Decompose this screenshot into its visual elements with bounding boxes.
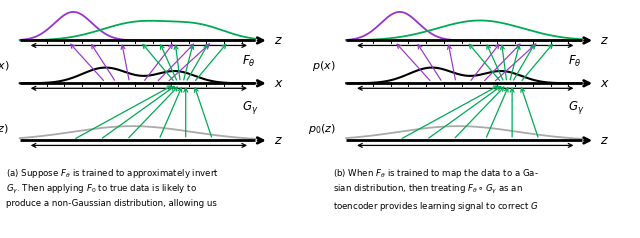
Text: $z$: $z$	[274, 134, 283, 147]
Text: $G_{\gamma}$: $G_{\gamma}$	[242, 99, 259, 116]
Text: $p_0(z)$: $p_0(z)$	[0, 122, 9, 136]
Text: $p_0(z)$: $p_0(z)$	[307, 122, 335, 136]
Text: $F_{\theta}$: $F_{\theta}$	[242, 54, 255, 69]
Text: $z$: $z$	[274, 34, 283, 47]
Text: $p(x)$: $p(x)$	[312, 59, 335, 73]
Text: $x$: $x$	[274, 77, 284, 90]
Text: $z$: $z$	[600, 34, 609, 47]
Text: $G_{\gamma}$: $G_{\gamma}$	[568, 99, 585, 116]
Text: $z$: $z$	[600, 134, 609, 147]
Text: (b) When $F_{\theta}$ is trained to map the data to a Ga-
sian distribution, the: (b) When $F_{\theta}$ is trained to map …	[333, 167, 539, 213]
Text: (a) Suppose $F_{\theta}$ is trained to approximately invert
$G_{\gamma}$. Then a: (a) Suppose $F_{\theta}$ is trained to a…	[6, 167, 220, 208]
Text: $F_{\theta}$: $F_{\theta}$	[568, 54, 582, 69]
Text: $p(x)$: $p(x)$	[0, 59, 9, 73]
Text: $x$: $x$	[600, 77, 611, 90]
